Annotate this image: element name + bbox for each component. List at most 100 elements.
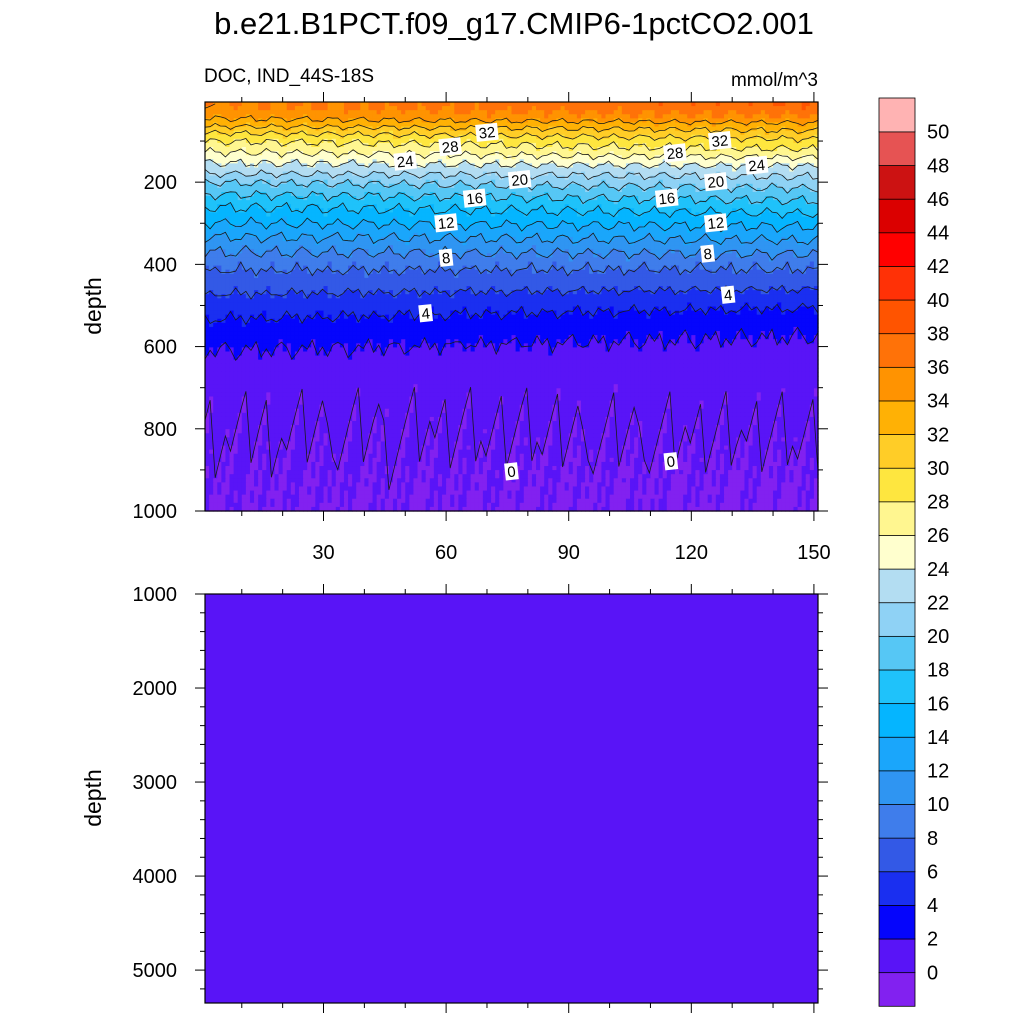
field-cell [630,110,635,115]
field-cell [556,196,561,201]
field-cell [704,106,709,111]
field-cell [646,131,651,136]
field-cell [491,188,496,193]
field-cell [246,180,251,185]
field-cell [614,217,619,222]
field-cell [467,110,472,115]
field-cell [450,172,455,177]
field-cell [605,106,610,111]
field-cell [348,143,353,148]
field-cell [266,176,271,181]
field-cell [209,163,214,168]
field-cell [773,221,778,226]
field-cell [622,180,627,185]
field-cell [699,192,704,197]
field-cell [789,229,794,234]
field-cell [728,192,733,197]
field-cell [287,122,292,127]
field-cell [638,172,643,177]
field-cell [540,188,545,193]
field-cell [458,188,463,193]
field-cell [266,102,271,107]
field-cell [462,155,467,160]
field-cell [528,192,533,197]
field-cell [634,102,639,107]
field-cell [397,212,402,217]
field-cell [556,159,561,164]
field-cell [217,225,222,230]
field-cell [221,155,226,160]
field-cell [659,135,664,140]
field-cell [225,110,230,115]
field-cell [279,196,284,201]
field-cell [769,217,774,222]
field-cell [491,217,496,222]
field-cell [577,217,582,222]
field-cell [589,217,594,222]
field-cell [462,217,467,222]
field-cell [315,147,320,152]
field-cell [340,131,345,136]
field-cell [377,106,382,111]
field-cell [556,147,561,152]
field-cell [532,172,537,177]
field-cell [319,196,324,201]
field-cell [581,114,586,119]
field-cell [418,180,423,185]
field-cell [622,188,627,193]
field-cell [319,114,324,119]
field-cell [360,212,365,217]
field-cell [687,188,692,193]
field-cell [548,131,553,136]
field-cell [303,135,308,140]
field-cell [262,196,267,201]
field-cell [761,102,766,107]
field-cell [385,172,390,177]
field-cell [683,180,688,185]
field-cell [238,233,243,238]
field-cell [368,131,373,136]
field-cell [328,159,333,164]
field-cell [430,147,435,152]
field-cell [348,102,353,107]
field-cell [740,233,745,238]
field-cell [328,204,333,209]
field-cell [409,221,414,226]
field-cell [753,106,758,111]
field-cell [683,200,688,205]
field-cell [328,110,333,115]
field-cell [426,122,431,127]
field-cell [491,110,496,115]
field-cell [205,229,210,234]
field-cell [593,127,598,132]
field-cell [618,233,623,238]
field-cell [467,180,472,185]
field-cell [340,176,345,181]
field-cell [798,127,803,132]
field-cell [225,114,230,119]
field-cell [646,139,651,144]
field-cell [712,127,717,132]
field-cell [765,114,770,119]
field-cell [217,155,222,160]
field-cell [777,225,782,230]
field-cell [769,229,774,234]
field-cell [467,208,472,213]
field-cell [238,221,243,226]
field-cell [205,102,210,107]
field-cell [397,225,402,230]
field-cell [552,147,557,152]
field-cell [704,110,709,115]
field-cell [720,114,725,119]
field-cell [675,110,680,115]
field-cell [552,233,557,238]
field-cell [495,102,500,107]
variable-label: DOC, IND_44S-18S [204,66,374,87]
field-cell [205,212,210,217]
field-cell [536,217,541,222]
field-cell [732,122,737,127]
field-cell [663,208,668,213]
field-cell [336,221,341,226]
field-cell [332,172,337,177]
field-cell [279,212,284,217]
